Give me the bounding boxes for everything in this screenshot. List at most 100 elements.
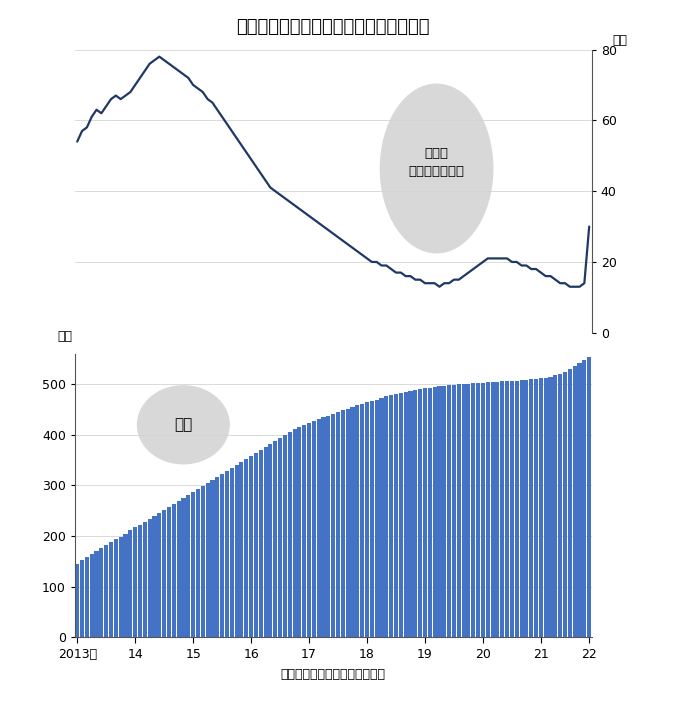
Bar: [109, 542, 113, 637]
Bar: [360, 404, 364, 637]
Ellipse shape: [137, 385, 230, 464]
Bar: [254, 453, 258, 637]
Bar: [384, 396, 388, 637]
Bar: [554, 375, 558, 637]
Bar: [191, 492, 195, 637]
Bar: [539, 378, 543, 637]
Bar: [292, 429, 296, 637]
Bar: [157, 513, 161, 637]
Bar: [495, 382, 500, 637]
Bar: [177, 501, 181, 637]
Bar: [563, 372, 567, 637]
Bar: [148, 519, 152, 637]
Bar: [186, 495, 190, 637]
Bar: [452, 385, 456, 637]
Bar: [534, 379, 538, 637]
Bar: [404, 392, 408, 637]
Bar: [129, 530, 133, 637]
Bar: [75, 564, 80, 637]
Bar: [288, 433, 292, 637]
Bar: [486, 382, 490, 637]
Bar: [264, 447, 268, 637]
Bar: [370, 401, 374, 637]
Bar: [345, 409, 350, 637]
Bar: [375, 399, 379, 637]
Bar: [471, 383, 475, 637]
Bar: [182, 498, 186, 637]
Bar: [476, 383, 480, 637]
Bar: [577, 363, 581, 637]
Bar: [249, 456, 253, 637]
Bar: [389, 396, 393, 637]
Bar: [118, 537, 122, 637]
Bar: [104, 545, 108, 637]
Bar: [172, 504, 176, 637]
Bar: [524, 379, 528, 637]
Bar: [587, 357, 591, 637]
Bar: [558, 374, 562, 637]
Bar: [331, 413, 335, 637]
Bar: [216, 477, 220, 637]
Text: 残高: 残高: [174, 417, 192, 433]
Bar: [196, 489, 200, 637]
Bar: [413, 390, 418, 637]
Bar: [505, 382, 509, 637]
Bar: [365, 402, 369, 637]
Bar: [573, 366, 577, 637]
Bar: [409, 392, 413, 637]
Bar: [515, 381, 519, 637]
Bar: [210, 480, 214, 637]
Bar: [582, 360, 586, 637]
Bar: [350, 406, 354, 637]
Bar: [90, 554, 94, 637]
Bar: [297, 428, 301, 637]
Bar: [398, 394, 403, 637]
Bar: [80, 560, 84, 637]
Bar: [283, 435, 287, 637]
Bar: [418, 389, 422, 637]
Bar: [143, 522, 147, 637]
Bar: [500, 382, 505, 637]
Bar: [544, 378, 548, 637]
Bar: [317, 419, 321, 637]
Bar: [466, 384, 471, 637]
Bar: [302, 426, 306, 637]
Bar: [114, 539, 118, 637]
Bar: [510, 381, 514, 637]
Bar: [520, 380, 524, 637]
Bar: [138, 525, 142, 637]
Text: 増加額
（前年同月差）: 増加額 （前年同月差）: [409, 147, 464, 178]
Bar: [394, 394, 398, 637]
Bar: [462, 384, 466, 637]
Bar: [307, 423, 311, 637]
Bar: [239, 462, 243, 637]
Bar: [423, 389, 427, 637]
Bar: [152, 516, 156, 637]
Bar: [442, 386, 446, 637]
Bar: [235, 465, 239, 637]
Bar: [230, 468, 234, 637]
Bar: [322, 417, 326, 637]
Bar: [269, 444, 273, 637]
Bar: [568, 369, 572, 637]
Bar: [437, 387, 441, 637]
X-axis label: （出所）日銀「日本銀行勘定」: （出所）日銀「日本銀行勘定」: [281, 668, 386, 680]
Bar: [326, 416, 330, 637]
Bar: [490, 382, 494, 637]
Bar: [225, 471, 229, 637]
Bar: [201, 486, 205, 637]
Bar: [481, 383, 485, 637]
Bar: [355, 404, 360, 637]
Ellipse shape: [379, 84, 494, 253]
Bar: [205, 483, 209, 637]
Text: 兆円: 兆円: [57, 330, 72, 343]
Bar: [336, 411, 340, 637]
Bar: [447, 385, 451, 637]
Bar: [99, 548, 103, 637]
Bar: [95, 552, 99, 637]
Bar: [549, 377, 553, 637]
Bar: [244, 459, 248, 637]
Text: 兆円: 兆円: [613, 34, 628, 47]
Bar: [133, 527, 137, 637]
Bar: [85, 557, 89, 637]
